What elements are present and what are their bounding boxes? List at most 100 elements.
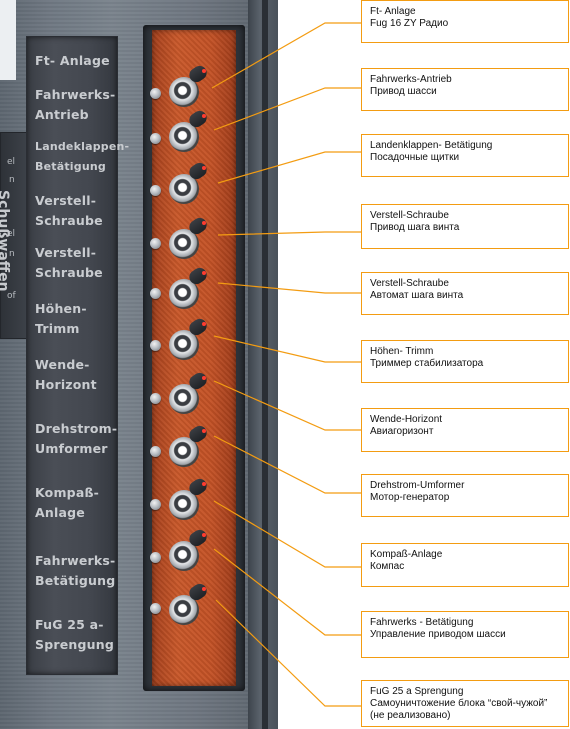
screw	[150, 185, 161, 196]
callout-verstell-schraube-2: Verstell-Schraube Автомат шага винта	[361, 272, 569, 315]
placard-label: FuG 25 a- Sprengung	[35, 617, 114, 652]
leader-line	[213, 335, 361, 363]
indicator-dot	[202, 587, 206, 591]
leader-line	[213, 435, 361, 494]
circuit-breaker-fahrwerks-betaetigung[interactable]	[169, 527, 210, 573]
side-fragment: el	[7, 157, 16, 167]
callout-russian: Триммер стабилизатора	[370, 358, 484, 369]
screw	[150, 288, 161, 299]
white-edge-fragment	[0, 0, 16, 80]
callout-german: Drehstrom-Umformer	[370, 480, 465, 491]
screw	[150, 393, 161, 404]
indicator-dot	[202, 482, 206, 486]
callout-russian: Управление приводом шасси	[370, 629, 506, 640]
callout-german: Ft- Anlage	[370, 6, 416, 17]
callout-fug25a: FuG 25 a Sprengung Самоуничтожение блока…	[361, 680, 569, 727]
leader-line	[213, 380, 361, 431]
callout-russian: Автомат шага винта	[370, 290, 464, 301]
callout-german: Verstell-Schraube	[370, 278, 449, 289]
side-fragment: n	[9, 249, 15, 259]
callout-note: (не реализовано)	[370, 710, 451, 721]
right-bar	[262, 0, 268, 729]
placard-label: Ft- Anlage	[35, 53, 110, 68]
callout-russian: Привод шасси	[370, 86, 437, 97]
screw	[150, 552, 161, 563]
placard-label: Landeklappen- Betätigung	[35, 140, 130, 173]
leader-line	[217, 151, 361, 184]
leader-line	[217, 231, 361, 236]
callout-german: Verstell-Schraube	[370, 210, 449, 221]
callout-german: Fahrwerks - Betätigung	[370, 617, 474, 628]
callout-russian: Компас	[370, 561, 405, 572]
screw	[150, 603, 161, 614]
callout-hoehen-trimm: Höhen- Trimm Триммер стабилизатора	[361, 340, 569, 383]
callout-landenklappen: Landenklappen- Betätigung Посадочные щит…	[361, 134, 569, 177]
placard-label: Höhen- Trimm	[35, 301, 87, 336]
indicator-dot	[202, 221, 206, 225]
callout-russian: Привод шага винта	[370, 222, 460, 233]
indicator-dot	[202, 69, 206, 73]
callout-wende-horizont: Wende-Horizont Авиагоризонт	[361, 408, 569, 452]
circuit-breaker-wende-horizont[interactable]	[169, 370, 210, 416]
circuit-breaker-fahrwerks-antrieb[interactable]	[169, 108, 210, 154]
callout-russian: Авиагоризонт	[370, 426, 434, 437]
label-placard: Ft- Anlage Fahrwerks- Antrieb Landeklapp…	[26, 36, 130, 675]
callout-german: Kompaß-Anlage	[370, 549, 443, 560]
callout-fahrwerks-antrieb: Fahrwerks-Antrieb Привод шасси	[361, 68, 569, 111]
circuit-breaker-ft-anlage[interactable]	[169, 63, 210, 109]
circuit-breaker-hoehen-trimm[interactable]	[169, 316, 210, 362]
side-fragment: el	[7, 229, 16, 239]
leader-line	[213, 87, 361, 131]
screw	[150, 340, 161, 351]
callout-russian: Мотор-генератор	[370, 492, 450, 503]
leader-line	[213, 500, 361, 568]
placard-label: Verstell- Schraube	[35, 245, 103, 280]
callout-ft-anlage: Ft- Anlage Fug 16 ZY Радио	[361, 0, 569, 43]
callout-russian: Самоуничтожение блока “свой-чужой”	[370, 698, 548, 709]
callout-fahrwerks-betaetigung: Fahrwerks - Betätigung Управление привод…	[361, 611, 569, 658]
screw	[150, 499, 161, 510]
placard-label: Fahrwerks- Betätigung	[35, 553, 116, 588]
circuit-breaker-fug25a[interactable]	[169, 581, 210, 627]
indicator-dot	[202, 114, 206, 118]
callout-german: Landenklappen- Betätigung	[370, 140, 493, 151]
circuit-breaker-verstell-schraube-2[interactable]	[169, 265, 210, 311]
placard-label: Kompaß- Anlage	[35, 485, 100, 520]
screw	[150, 133, 161, 144]
placard-label: Fahrwerks- Antrieb	[35, 87, 116, 122]
indicator-dot	[202, 271, 206, 275]
indicator-dot	[202, 376, 206, 380]
screw	[150, 238, 161, 249]
callout-german: Wende-Horizont	[370, 414, 443, 425]
placard-label: Wende- Horizont	[35, 357, 97, 392]
circuit-breaker-verstell-schraube-1[interactable]	[169, 215, 210, 261]
callout-german: Höhen- Trimm	[370, 346, 434, 357]
placard-label: Verstell- Schraube	[35, 193, 103, 228]
placard-label: Drehstrom- Umformer	[35, 421, 118, 456]
circuit-breaker-panel	[152, 30, 236, 686]
leader-line	[213, 548, 361, 636]
indicator-dot	[202, 429, 206, 433]
side-fragment: of	[7, 291, 16, 301]
screw	[150, 88, 161, 99]
indicator-dot	[202, 533, 206, 537]
screw	[150, 446, 161, 457]
indicator-dot	[202, 166, 206, 170]
circuit-breaker-drehstrom-umformer[interactable]	[169, 423, 210, 469]
indicator-dot	[202, 322, 206, 326]
cockpit-photo: el n el n of Schußwaffen Ft- Anlage Fahr…	[0, 0, 278, 729]
side-fragment: n	[9, 175, 15, 185]
callout-russian: Fug 16 ZY Радио	[370, 18, 449, 29]
callout-german: FuG 25 a Sprengung	[370, 686, 464, 697]
callout-verstell-schraube-1: Verstell-Schraube Привод шага винта	[361, 204, 569, 249]
leader-line	[215, 599, 361, 707]
leader-line	[211, 22, 361, 89]
circuit-breaker-kompass[interactable]	[169, 476, 210, 522]
callout-kompass: Kompaß-Anlage Компас	[361, 543, 569, 587]
callout-german: Fahrwerks-Antrieb	[370, 74, 452, 85]
callout-drehstrom-umformer: Drehstrom-Umformer Мотор-генератор	[361, 474, 569, 517]
circuit-breaker-landeklappen[interactable]	[169, 160, 210, 206]
callout-russian: Посадочные щитки	[370, 152, 460, 163]
leader-line	[217, 282, 361, 294]
